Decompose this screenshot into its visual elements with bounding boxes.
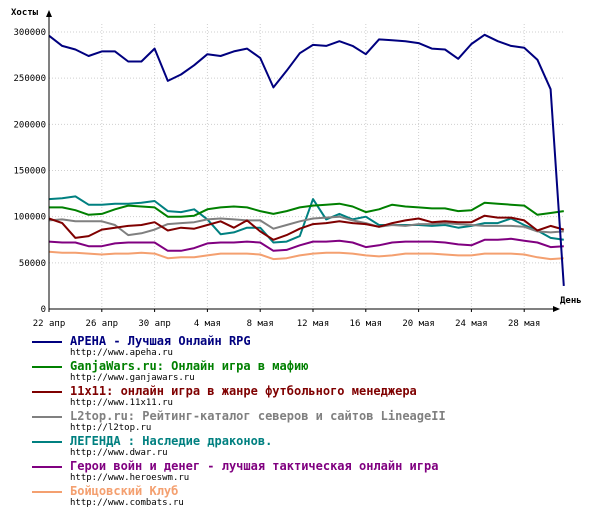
legend-series-url[interactable]: http://www.dwar.ru: [70, 448, 168, 458]
x-tick-label: 30 апр: [138, 319, 171, 329]
legend-series-name: ЛЕГЕНДА : Наследие драконов.: [70, 434, 273, 448]
legend-swatch: [32, 341, 62, 343]
y-axis-arrow: [46, 10, 52, 17]
y-tick-label: 300000: [13, 28, 46, 38]
x-tick-label: 16 мая: [350, 319, 383, 329]
y-tick-label: 100000: [13, 213, 46, 223]
grid-lines: [48, 24, 564, 312]
x-tick-label: 24 мая: [455, 319, 488, 329]
x-tick-label: 26 апр: [86, 319, 119, 329]
x-tick-label: 8 мая: [247, 319, 274, 329]
legend-series-url[interactable]: http://www.11x11.ru: [70, 398, 173, 408]
legend-swatch: [32, 366, 62, 368]
x-tick-label: 28 мая: [508, 319, 541, 329]
x-tick-label: 12 мая: [297, 319, 330, 329]
series-lines: [48, 33, 565, 286]
legend-item: L2top.ru: Рейтинг-каталог северов и сайт…: [32, 409, 592, 434]
legend-swatch: [32, 441, 62, 443]
y-axis-title: Хосты: [11, 8, 39, 18]
legend-series-url[interactable]: http://www.apeha.ru: [70, 348, 173, 358]
series-line: [48, 215, 564, 237]
legend-series-name: 11x11: онлайн игра в жанре футбольного м…: [70, 384, 417, 398]
y-tick-label: 150000: [13, 167, 46, 177]
legend-item: Герои войн и денег - лучшая тактическая …: [32, 459, 592, 484]
legend-series-url[interactable]: http://www.combats.ru: [70, 498, 184, 508]
x-axis-title: День: [560, 296, 582, 306]
y-tick-label: 0: [41, 305, 46, 315]
legend-item: Бойцовский Клуб http://www.combats.ru: [32, 484, 592, 509]
legend-series-name: GanjaWars.ru: Онлайн игра в мафию: [70, 359, 309, 373]
legend-series-name: АРЕНА - Лучшая Онлайн RPG: [70, 334, 251, 348]
x-axis-arrow: [553, 306, 560, 312]
legend-item: GanjaWars.ru: Онлайн игра в мафию http://…: [32, 359, 592, 384]
y-tick-label: 200000: [13, 120, 46, 130]
legend: АРЕНА - Лучшая Онлайн RPG http://www.apeh…: [32, 334, 592, 509]
legend-item: АРЕНА - Лучшая Онлайн RPG http://www.apeh…: [32, 334, 592, 359]
legend-series-url[interactable]: http://www.heroeswm.ru: [70, 473, 190, 483]
legend-item: 11x11: онлайн игра в жанре футбольного м…: [32, 384, 592, 409]
series-line: [48, 237, 564, 252]
legend-swatch: [32, 391, 62, 393]
legend-item: ЛЕГЕНДА : Наследие драконов. http://www.d…: [32, 434, 592, 459]
tick-labels: 0 50000 100000 150000 200000 250000 300000 22 а…: [13, 28, 540, 329]
legend-series-name: Бойцовский Клуб: [70, 484, 179, 498]
line-chart: 0 50000 100000 150000 200000 250000 300000 22 а…: [11, 8, 582, 329]
series-line: [49, 201, 564, 218]
legend-swatch: [32, 491, 62, 493]
legend-series-url[interactable]: http://www.ganjawars.ru: [70, 373, 195, 383]
series-line: [48, 33, 565, 286]
series-line: [48, 250, 564, 261]
legend-swatch: [32, 416, 62, 418]
legend-series-url[interactable]: http://l2top.ru: [70, 423, 152, 433]
x-tick-label: 20 мая: [402, 319, 435, 329]
legend-series-name: Герои войн и денег - лучшая тактическая …: [70, 459, 439, 473]
axes: [46, 10, 560, 312]
series-line: [48, 214, 565, 241]
y-tick-label: 250000: [13, 74, 46, 84]
x-tick-label: 22 апр: [33, 319, 66, 329]
x-tick-label: 4 мая: [194, 319, 221, 329]
legend-series-name: L2top.ru: Рейтинг-каталог северов и сайт…: [70, 409, 446, 423]
legend-swatch: [32, 466, 62, 468]
y-tick-label: 50000: [19, 259, 46, 269]
